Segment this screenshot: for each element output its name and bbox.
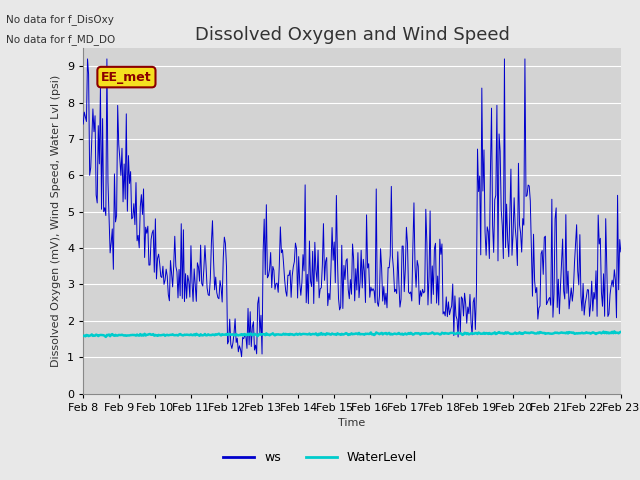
Text: No data for f_DisOxy: No data for f_DisOxy — [6, 14, 115, 25]
Legend: ws, WaterLevel: ws, WaterLevel — [218, 446, 422, 469]
X-axis label: Time: Time — [339, 418, 365, 428]
Text: No data for f_MD_DO: No data for f_MD_DO — [6, 34, 116, 45]
Text: EE_met: EE_met — [101, 71, 152, 84]
Title: Dissolved Oxygen and Wind Speed: Dissolved Oxygen and Wind Speed — [195, 25, 509, 44]
Y-axis label: Dissolved Oxygen (mV), Wind Speed, Water Lvl (psi): Dissolved Oxygen (mV), Wind Speed, Water… — [51, 75, 61, 367]
